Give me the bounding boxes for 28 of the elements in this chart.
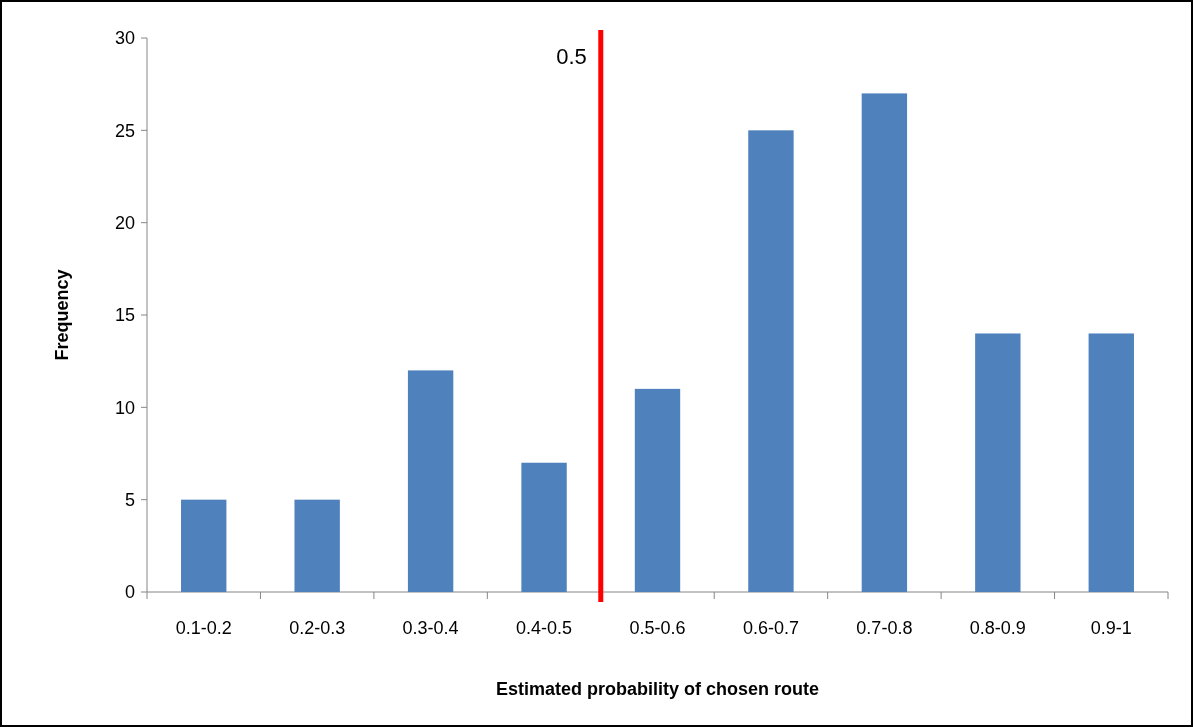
x-tick-label: 0.4-0.5 (516, 618, 573, 638)
ref-line-label: 0.5 (556, 44, 587, 69)
y-tick-label: 5 (124, 489, 135, 510)
y-tick-label: 15 (114, 305, 135, 326)
x-tick-label: 0.1-0.2 (175, 618, 232, 638)
y-tick-label: 10 (114, 397, 135, 418)
y-tick-label: 25 (114, 120, 135, 141)
bar (181, 499, 227, 592)
y-tick-label: 20 (114, 212, 135, 233)
y-tick-label: 0 (124, 582, 135, 603)
bar (1088, 333, 1134, 592)
bar (521, 462, 567, 592)
x-tick-label: 0.7-0.8 (856, 618, 913, 638)
x-tick-label: 0.5-0.6 (629, 618, 686, 638)
x-tick-label: 0.2-0.3 (289, 618, 346, 638)
y-axis-title: Frequency (52, 269, 72, 361)
x-axis-title: Estimated probability of chosen route (495, 679, 820, 699)
x-tick-label: 0.3-0.4 (402, 618, 459, 638)
bar (975, 333, 1021, 592)
bar (407, 370, 454, 592)
bar (861, 93, 908, 592)
x-tick-label: 0.8-0.9 (969, 618, 1026, 638)
x-tick-label: 0.9-1 (1090, 618, 1132, 638)
y-tick-label: 30 (114, 28, 135, 49)
bar (748, 130, 794, 592)
bar (634, 388, 681, 592)
bar (294, 499, 340, 592)
x-tick-label: 0.6-0.7 (742, 618, 799, 638)
